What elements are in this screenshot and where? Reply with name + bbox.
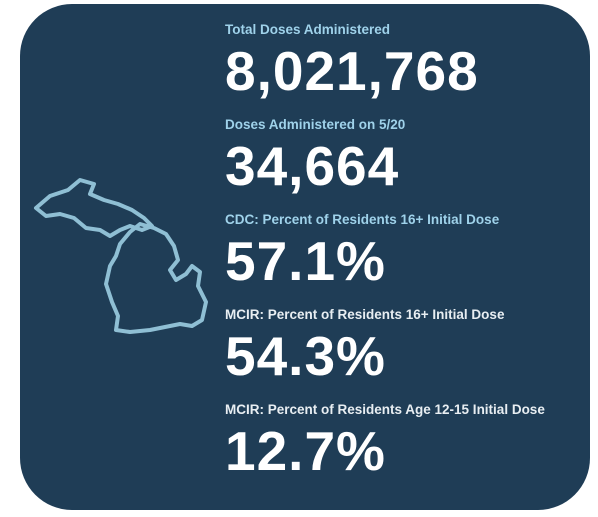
- stat-label: Doses Administered on 5/20: [225, 117, 406, 132]
- stat-label: CDC: Percent of Residents 16+ Initial Do…: [225, 212, 500, 227]
- stat-label: MCIR: Percent of Residents Age 12-15 Ini…: [225, 402, 545, 417]
- stat-item: Total Doses Administered 8,021,768: [225, 20, 545, 115]
- stat-value: 8,021,768: [225, 40, 479, 102]
- stat-value: 57.1%: [225, 230, 386, 292]
- michigan-outline: [34, 178, 208, 334]
- stats-card: [20, 4, 590, 510]
- stat-value: 34,664: [225, 135, 400, 197]
- stat-label: MCIR: Percent of Residents 16+ Initial D…: [225, 307, 505, 322]
- stat-item: Doses Administered on 5/20 34,664: [225, 115, 545, 210]
- stat-value: 54.3%: [225, 325, 386, 387]
- stat-item: CDC: Percent of Residents 16+ Initial Do…: [225, 210, 545, 305]
- stat-label: Total Doses Administered: [225, 22, 391, 37]
- stat-value: 12.7%: [225, 420, 386, 482]
- stat-item: MCIR: Percent of Residents Age 12-15 Ini…: [225, 400, 545, 495]
- stat-item: MCIR: Percent of Residents 16+ Initial D…: [225, 305, 545, 400]
- stats-list: Total Doses Administered 8,021,768 Doses A…: [225, 20, 545, 495]
